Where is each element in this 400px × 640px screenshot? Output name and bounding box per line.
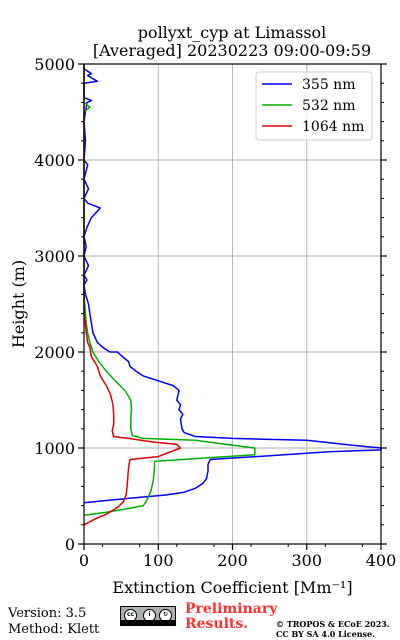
series-line-2 [83, 64, 182, 526]
series-line-0 [83, 64, 382, 504]
legend: 355 nm 532 nm 1064 nm [255, 71, 373, 141]
by-icon: i [143, 609, 156, 622]
license-note: © TROPOS & ECoE 2023. CC BY SA 4.0 Licen… [276, 619, 390, 639]
x-tick-label: 300 [291, 551, 322, 570]
y-tick-label: 5000 [34, 55, 75, 74]
series-line-1 [83, 64, 256, 516]
version-text: Version: 3.5 [8, 606, 87, 621]
cc-by-sa-logo: cc i ↻ [120, 606, 176, 626]
chart-title-line2: [Averaged] 20230223 09:00-09:59 [92, 41, 372, 60]
preliminary-line1: Preliminary [185, 601, 278, 617]
legend-label-0: 355 nm [302, 77, 355, 93]
x-axis-label: Extinction Coefficient [Mm⁻¹] [112, 578, 352, 597]
license-line2: CC BY SA 4.0 License. [276, 629, 375, 639]
y-tick-label: 4000 [34, 151, 75, 170]
chart-title-line1: pollyxt_cyp at Limassol [137, 23, 327, 42]
y-tick-label: 0 [65, 535, 75, 554]
sa-icon: ↻ [159, 609, 172, 622]
y-tick-label: 3000 [34, 247, 75, 266]
legend-label-2: 1064 nm [302, 119, 364, 135]
method-text: Method: Klett [8, 622, 100, 637]
x-tick-label: 400 [366, 551, 397, 570]
legend-box [255, 71, 373, 141]
x-tick-label: 200 [217, 551, 248, 570]
x-tick-label: 100 [143, 551, 174, 570]
license-line1: © TROPOS & ECoE 2023. [276, 619, 390, 629]
y-axis-label: Height (m) [9, 260, 28, 348]
y-tick-label: 1000 [34, 439, 75, 458]
preliminary-line2: Results. [185, 616, 249, 632]
x-tick-label: 0 [79, 551, 89, 570]
y-tick-label: 2000 [34, 343, 75, 362]
legend-label-1: 532 nm [302, 98, 355, 114]
preliminary-results-note: Preliminary Results. [185, 602, 277, 632]
